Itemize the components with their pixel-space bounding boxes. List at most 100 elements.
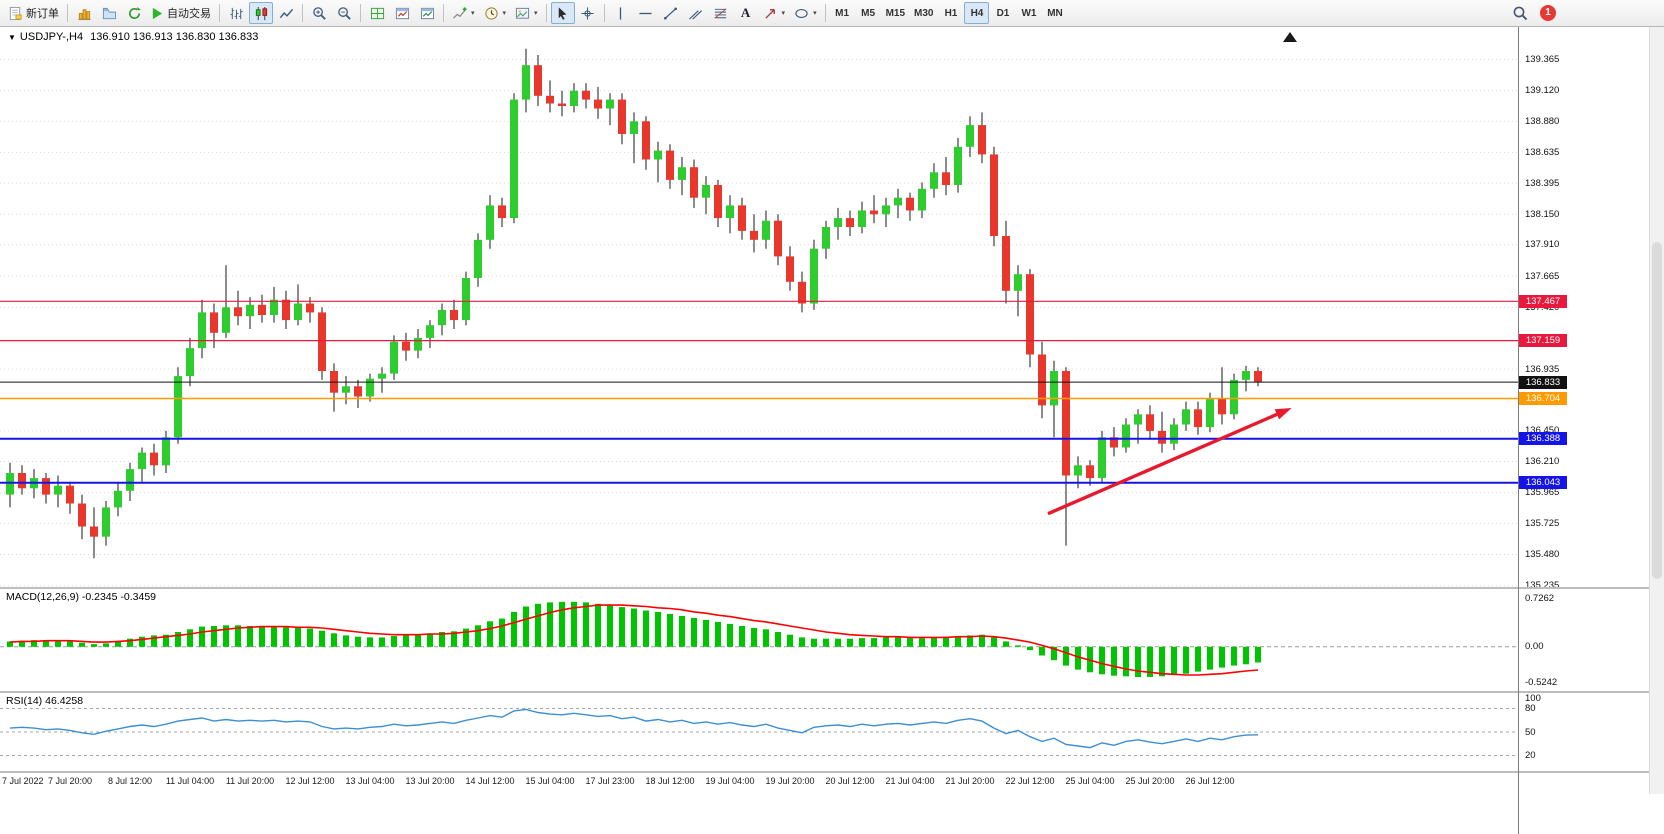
crosshair-tool-button[interactable]: [576, 2, 600, 24]
time-axis-label: 7 Jul 2022: [2, 776, 44, 786]
price-scale[interactable]: 139.365 139.120 138.880 138.635 138.395 138.1…: [1518, 27, 1664, 834]
time-axis-label: 13 Jul 20:00: [405, 776, 455, 786]
chart-workspace: ▼ USDJPY-,H4 136.910 136.913 136.830 136.8…: [0, 27, 1664, 834]
shapes-tool-button[interactable]: ▾: [790, 2, 821, 24]
price-axis-label: 138.150: [1525, 208, 1560, 220]
timeframe-mn-button[interactable]: MN: [1042, 2, 1067, 24]
play-icon: [151, 7, 164, 20]
toolbar-separator: [219, 4, 220, 22]
tile-windows-button[interactable]: [365, 2, 389, 24]
cursor-tool-button[interactable]: [550, 2, 575, 24]
chart-collapse-icon[interactable]: ▼: [8, 33, 16, 42]
timeframe-m15-button[interactable]: M15: [882, 2, 909, 24]
time-axis-label: 8 Jul 12:00: [107, 776, 153, 786]
toolbar-separator: [824, 4, 826, 22]
chart-window-icon: [395, 6, 410, 21]
timeframe-d1-button[interactable]: D1: [990, 2, 1015, 24]
rsi-axis[interactable]: 100 80 50 20: [1519, 693, 1664, 771]
autotrading-button[interactable]: 自动交易: [147, 2, 215, 24]
trendline-tool-button[interactable]: [659, 2, 683, 24]
text-tool-button[interactable]: A: [734, 2, 758, 24]
symbol-ohlc-values: 136.910 136.913 136.830 136.833: [90, 31, 259, 43]
new-chart-button[interactable]: [72, 2, 96, 24]
timeframe-h1-button[interactable]: H1: [938, 2, 963, 24]
rsi-value: 46.4258: [45, 695, 84, 707]
toolbar-separator: [302, 4, 303, 22]
time-scale[interactable]: 7 Jul 2022 7 Jul 20:00 8 Jul 12:00 11 Jul 0…: [0, 773, 1518, 791]
rsi-axis-label: 80: [1525, 703, 1536, 715]
new-order-button[interactable]: 新订单: [4, 2, 63, 24]
profiles-folder-icon: [102, 6, 117, 21]
line-chart-mode-button[interactable]: [274, 2, 298, 24]
notification-badge[interactable]: 1: [1540, 5, 1556, 21]
chevron-down-icon: ▾: [534, 10, 538, 17]
panel-divider[interactable]: [0, 587, 1518, 589]
panel-divider[interactable]: [0, 691, 1518, 693]
macd-histogram: [7, 601, 1261, 677]
time-axis-label: 25 Jul 20:00: [1125, 776, 1175, 786]
channel-tool-button[interactable]: [684, 2, 708, 24]
chevron-down-icon: ▾: [813, 10, 817, 17]
chart-shift-marker[interactable]: [1283, 32, 1297, 42]
indicators-window-button[interactable]: [415, 2, 439, 24]
macd-panel[interactable]: MACD(12,26,9) -0.2345 -0.3459: [0, 589, 1518, 691]
time-axis-label: 13 Jul 04:00: [345, 776, 395, 786]
candles: [6, 48, 1262, 559]
time-axis-label: 15 Jul 04:00: [525, 776, 575, 786]
rsi-label: RSI(14) 46.4258: [6, 695, 84, 707]
time-axis-label: 22 Jul 12:00: [1005, 776, 1055, 786]
rsi-panel[interactable]: RSI(14) 46.4258: [0, 693, 1518, 771]
scrollbar-thumb[interactable]: [1652, 241, 1662, 580]
zoom-in-button[interactable]: [307, 2, 331, 24]
zoom-out-icon: [337, 6, 352, 21]
price-axis-label: 138.635: [1525, 147, 1560, 158]
candlestick-mode-button[interactable]: [249, 2, 273, 24]
vertical-scrollbar[interactable]: [1649, 27, 1664, 794]
profiles-button[interactable]: [97, 2, 121, 24]
add-indicator-icon: [452, 6, 467, 21]
fibonacci-icon: [713, 6, 728, 21]
macd-axis[interactable]: 0.7262 0.00 -0.5242: [1519, 589, 1664, 691]
vertical-line-tool-button[interactable]: [609, 2, 633, 24]
price-axis-label: 136.450: [1525, 425, 1560, 437]
timeframe-m1-button[interactable]: M1: [830, 2, 855, 24]
price-axis-label: 135.235: [1525, 580, 1560, 592]
time-axis-label: 21 Jul 04:00: [885, 776, 935, 786]
toolbar-separator: [443, 4, 444, 22]
chart-area: ▼ USDJPY-,H4 136.910 136.913 136.830 136.8…: [0, 27, 1518, 834]
horizontal-line-tool-button[interactable]: [634, 2, 658, 24]
bar-chart-mode-button[interactable]: [224, 2, 248, 24]
zoom-out-button[interactable]: [332, 2, 356, 24]
price-axis-label: 135.965: [1525, 487, 1560, 499]
arrows-tool-button[interactable]: ▾: [759, 2, 790, 24]
refresh-button[interactable]: [122, 2, 146, 24]
time-axis-label: 14 Jul 12:00: [465, 776, 515, 786]
main-price-panel[interactable]: ▼ USDJPY-,H4 136.910 136.913 136.830 136.8…: [0, 27, 1518, 587]
toolbar: 新订单 自动交易: [0, 0, 1664, 27]
refresh-icon: [127, 6, 142, 21]
trend-arrow[interactable]: [1047, 408, 1292, 516]
price-badge: 136.043: [1519, 476, 1567, 490]
macd-signal-line: [9, 604, 1259, 676]
toolbar-separator: [603, 4, 605, 22]
add-indicator-button[interactable]: ▾: [448, 2, 479, 24]
price-axis-label: 137.665: [1525, 270, 1560, 282]
timeframe-m30-button[interactable]: M30: [910, 2, 937, 24]
toolbar-separator: [360, 4, 361, 22]
chart-window-button[interactable]: [390, 2, 414, 24]
periods-button[interactable]: ▾: [480, 2, 511, 24]
templates-button[interactable]: ▾: [511, 2, 542, 24]
timeframe-m5-button[interactable]: M5: [856, 2, 881, 24]
horizontal-line-icon: [638, 6, 653, 21]
channel-icon: [688, 6, 703, 21]
timeframe-h4-button[interactable]: H4: [964, 2, 990, 24]
fibonacci-tool-button[interactable]: [709, 2, 733, 24]
toolbar-separator: [67, 4, 68, 22]
search-button[interactable]: [1508, 2, 1532, 24]
timeframe-w1-button[interactable]: W1: [1016, 2, 1041, 24]
tile-windows-icon: [370, 6, 385, 21]
autotrading-label: 自动交易: [167, 8, 211, 20]
main-price-axis[interactable]: 139.365 139.120 138.880 138.635 138.395 138.1…: [1519, 27, 1664, 591]
price-axis-label: 138.395: [1525, 177, 1560, 189]
indicators-window-icon: [420, 6, 435, 21]
